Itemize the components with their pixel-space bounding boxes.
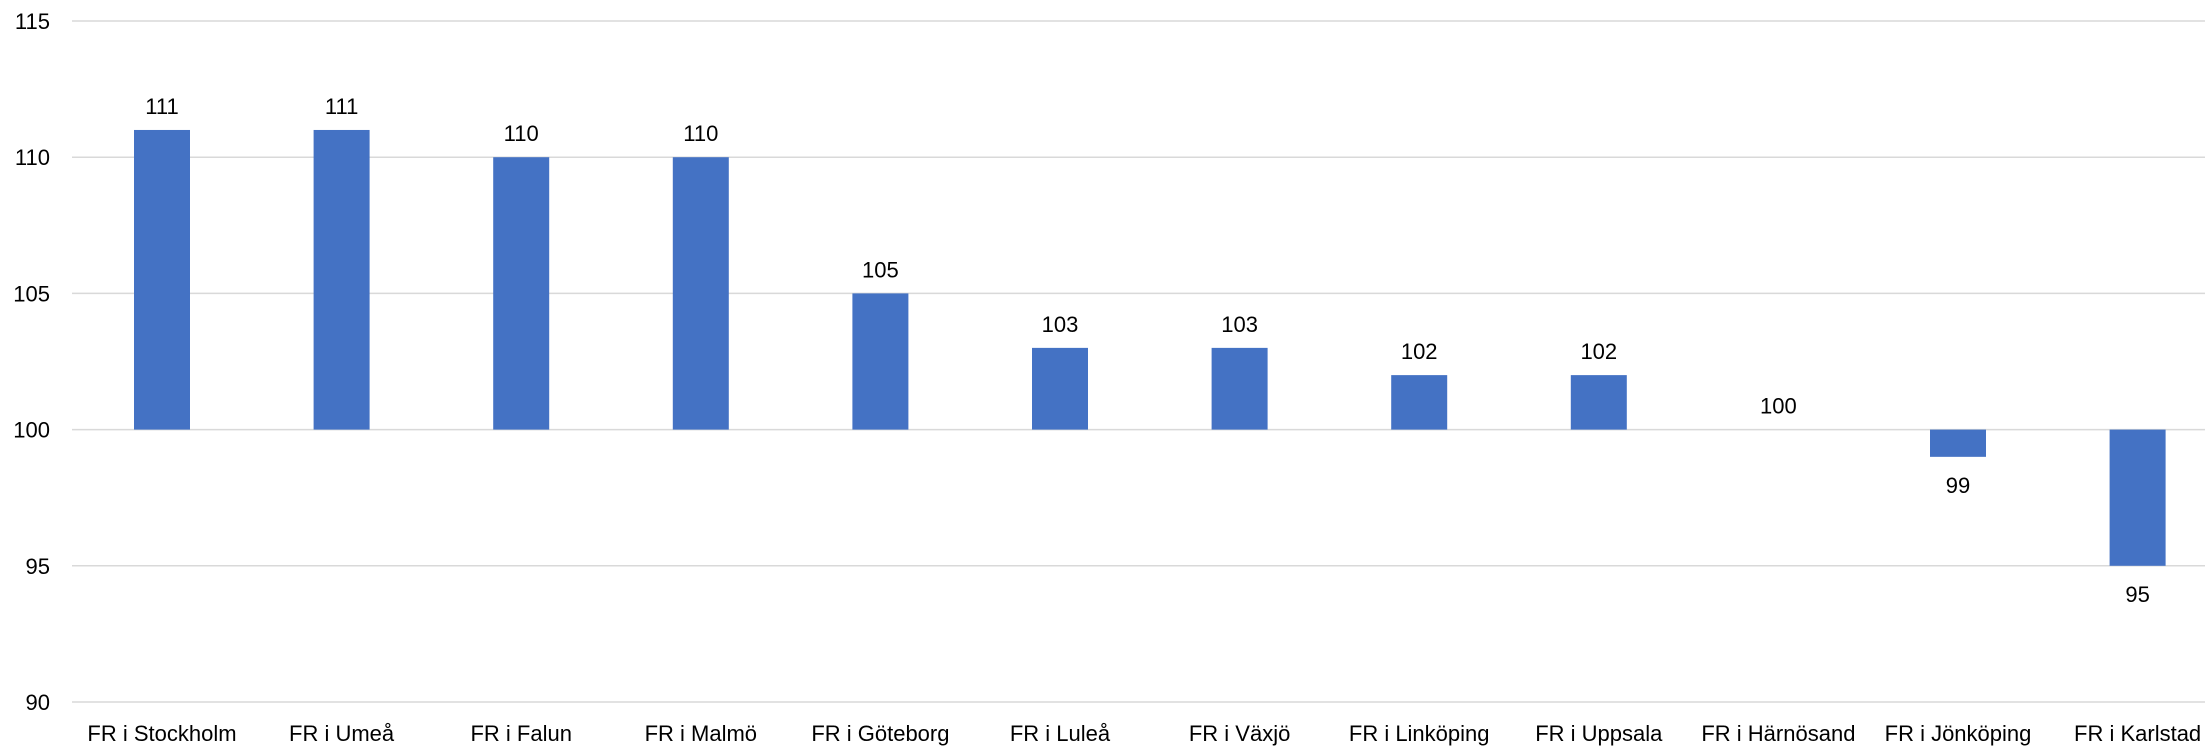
bar (493, 157, 550, 430)
y-tick-label: 115 (15, 9, 50, 34)
gridlines (72, 20, 2205, 703)
data-label: 110 (504, 121, 539, 146)
x-tick-label: FR i Härnösand (1701, 721, 1855, 746)
x-tick-label: FR i Malmö (645, 721, 757, 746)
data-label: 102 (1580, 339, 1617, 364)
data-labels: 111 111 110 110 105 103 103 102 102 100 99 95 (145, 94, 2150, 607)
y-axis-tick-labels: 90 95 100 105 110 115 (13, 9, 50, 715)
y-tick-label: 90 (26, 690, 50, 715)
bars (134, 129, 2166, 566)
y-tick-label: 100 (13, 418, 50, 443)
data-label: 100 (1760, 394, 1797, 419)
bar (1211, 347, 1268, 430)
bar (852, 293, 909, 430)
x-tick-label: FR i Jönköping (1885, 721, 2032, 746)
y-tick-label: 95 (26, 554, 50, 579)
x-tick-label: FR i Stockholm (87, 721, 236, 746)
x-tick-label: FR i Umeå (289, 721, 395, 746)
bar (1930, 429, 1986, 457)
data-label: 111 (325, 94, 358, 119)
data-label: 103 (1042, 312, 1079, 337)
x-tick-label: FR i Växjö (1189, 721, 1290, 746)
x-tick-label: FR i Göteborg (811, 721, 949, 746)
bar (1032, 347, 1088, 430)
x-tick-label: FR i Linköping (1349, 721, 1490, 746)
bar (672, 157, 729, 430)
x-tick-label: FR i Luleå (1010, 721, 1111, 746)
data-label: 99 (1946, 473, 1970, 498)
x-tick-label: FR i Uppsala (1535, 721, 1663, 746)
y-tick-label: 110 (15, 145, 50, 170)
bar (134, 129, 190, 430)
bar (1391, 375, 1448, 430)
bar (313, 129, 370, 430)
x-axis-tick-labels: FR i Stockholm FR i Umeå FR i Falun FR i Ma… (87, 721, 2201, 746)
x-tick-label: FR i Karlstad (2074, 721, 2201, 746)
data-label: 95 (2125, 582, 2149, 607)
bar (2109, 429, 2166, 566)
data-label: 110 (683, 121, 718, 146)
data-label: 105 (862, 257, 899, 282)
y-tick-label: 105 (13, 281, 50, 306)
data-label: 111 (145, 94, 178, 119)
x-tick-label: FR i Falun (470, 721, 571, 746)
data-label: 102 (1401, 339, 1438, 364)
bar (1570, 375, 1627, 430)
data-label: 103 (1221, 312, 1258, 337)
